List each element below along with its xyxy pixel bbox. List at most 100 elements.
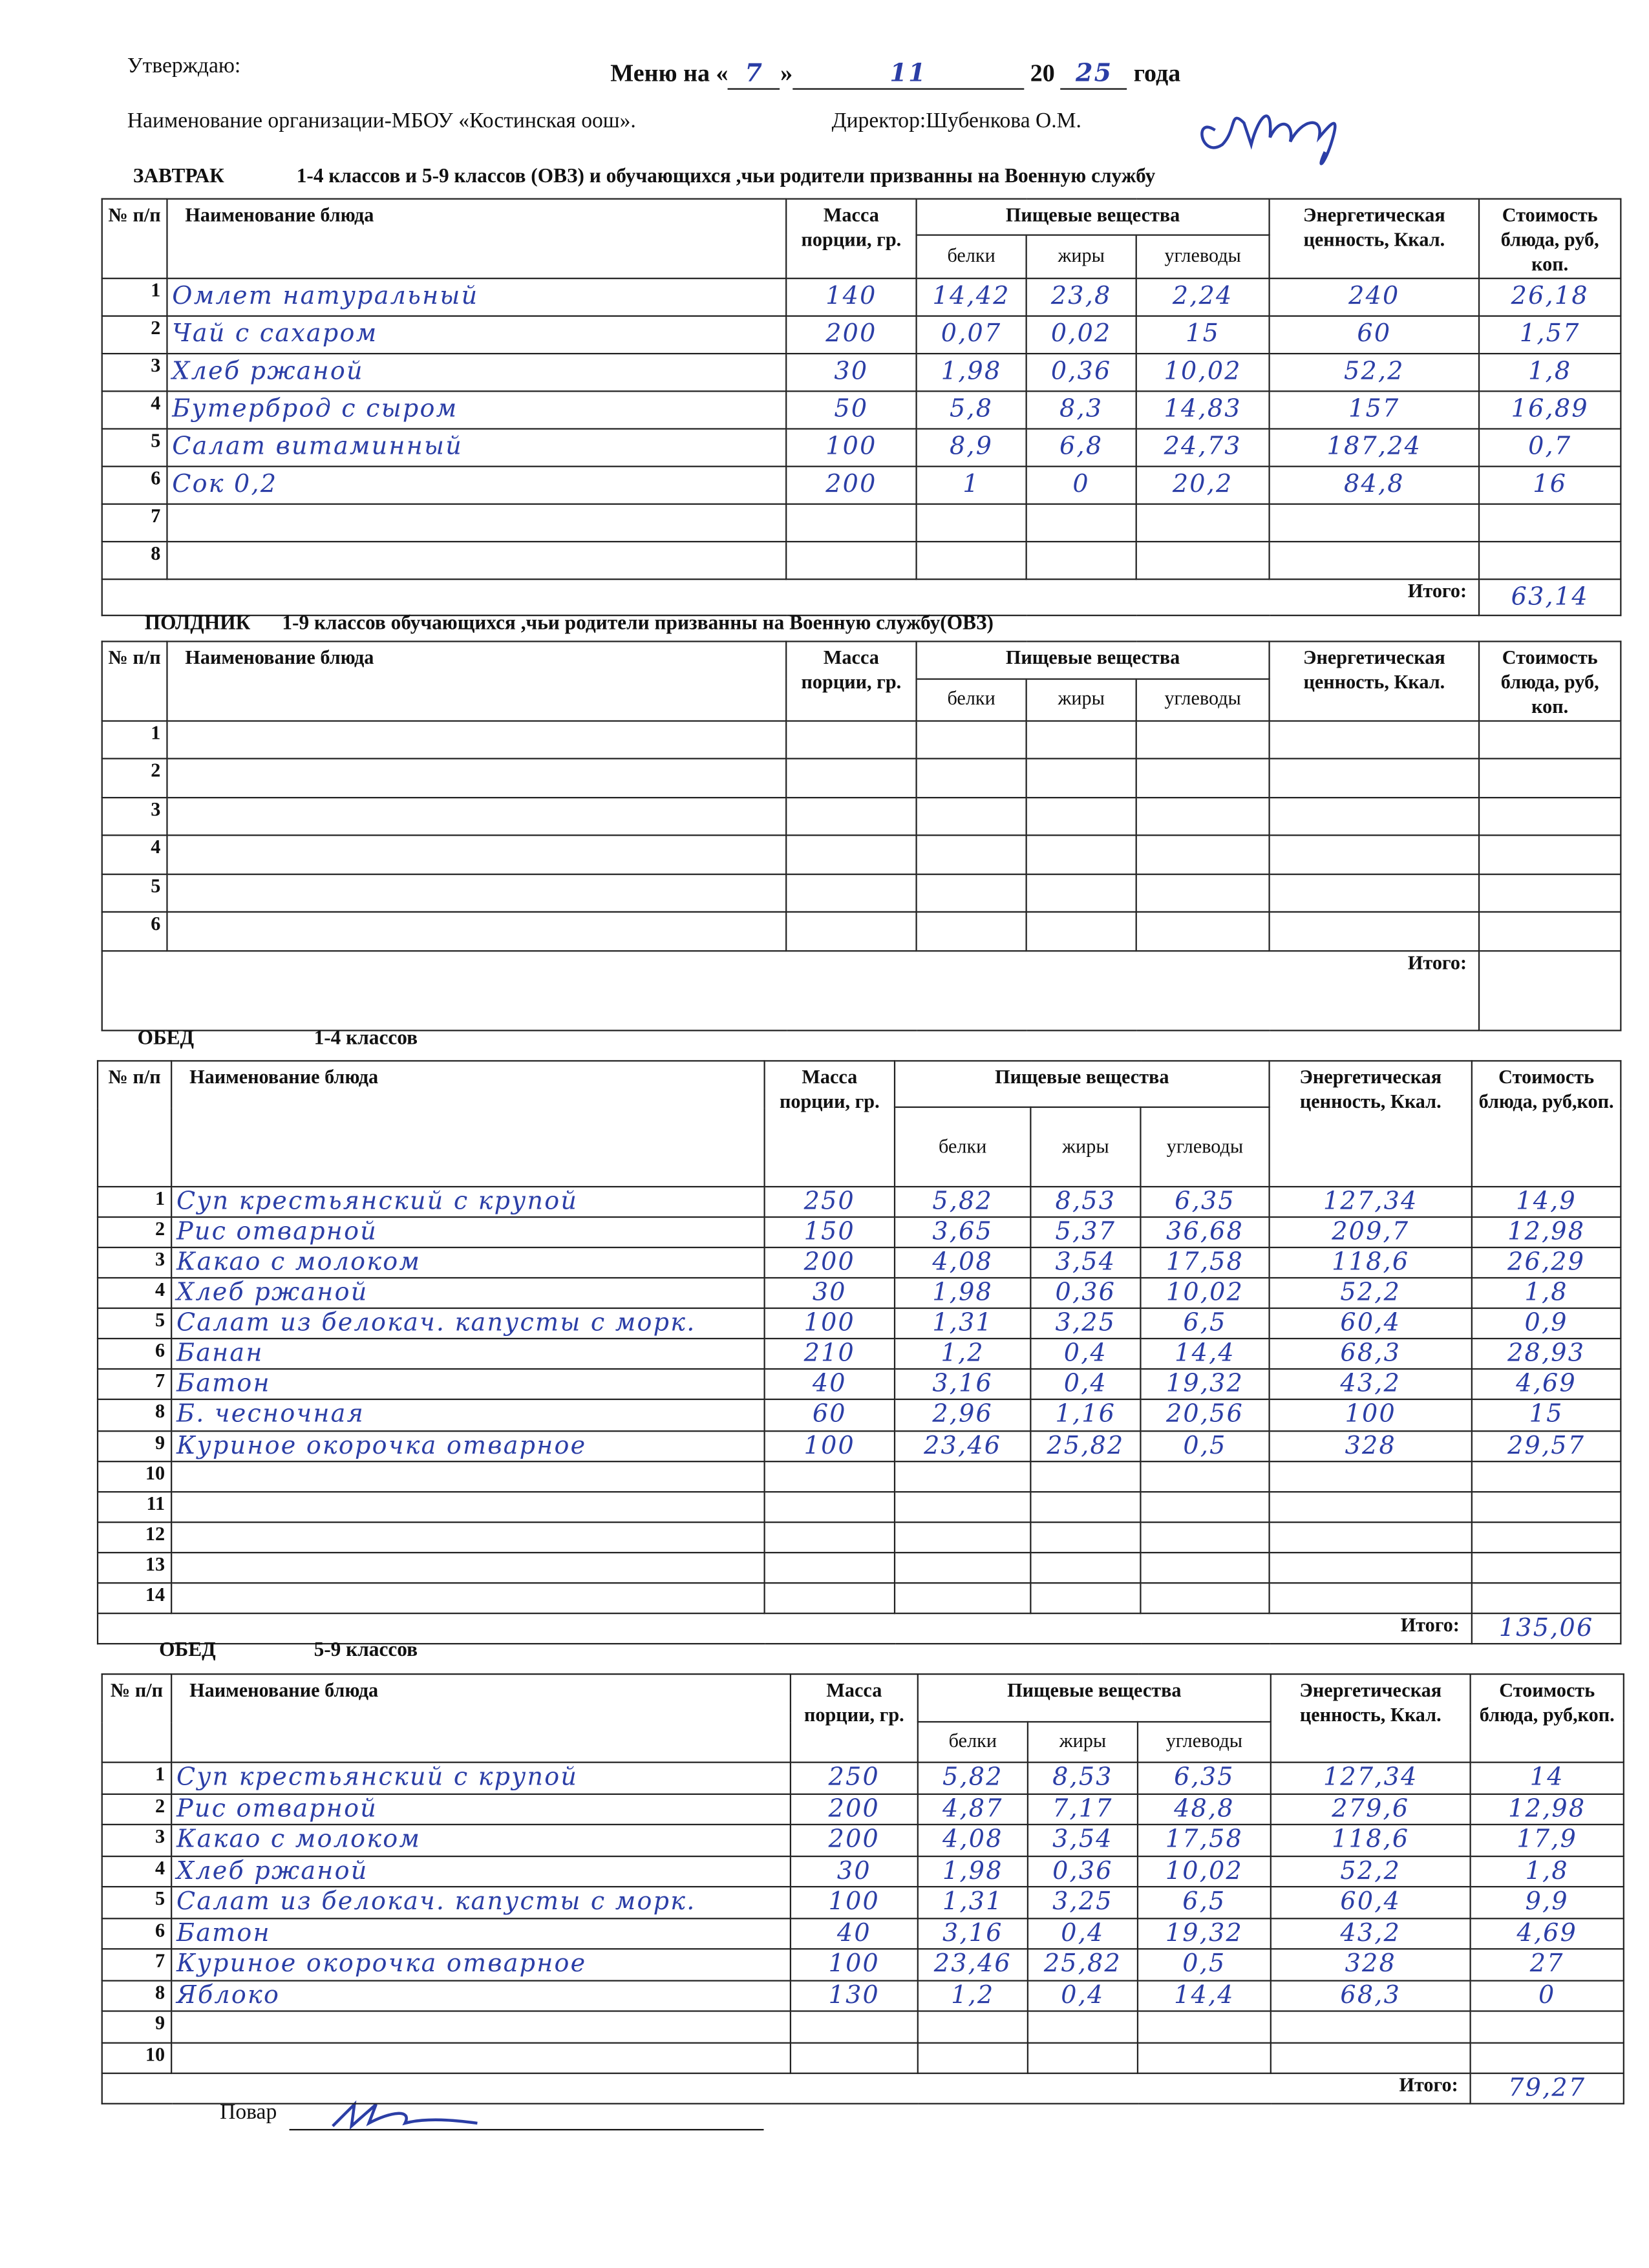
- cell: [1135, 796, 1270, 836]
- dish-value: 200: [825, 470, 877, 500]
- cell: [1268, 1551, 1473, 1584]
- menu-row: 2 Рис отварной 200 4,87 7,17 48,8 279,6 12,98: [101, 1792, 1624, 1825]
- day: 7: [728, 59, 781, 90]
- cell: 10,02: [1135, 352, 1270, 392]
- dish-name: Суп крестьянский с крупой: [176, 1187, 579, 1216]
- menu-row: 13: [96, 1551, 1622, 1584]
- dish-value: 8,3: [1059, 395, 1103, 424]
- dish-value: 5,82: [932, 1187, 994, 1216]
- cell: [1268, 834, 1480, 874]
- cell: 209,7: [1268, 1216, 1473, 1249]
- cell: 25,82: [1027, 1948, 1139, 1981]
- dish-value: 1,31: [932, 1309, 994, 1339]
- cell: 3,65: [893, 1216, 1032, 1249]
- cell: [1135, 834, 1270, 874]
- dish-value: 7,17: [1052, 1794, 1113, 1824]
- menu-row: 2 Рис отварной 150 3,65 5,37 36,68 209,7 12,98: [96, 1216, 1622, 1249]
- cell: [1030, 1551, 1142, 1584]
- cell: 1,2: [893, 1338, 1032, 1370]
- cell: 3,54: [1030, 1247, 1142, 1279]
- cell: 118,6: [1270, 1823, 1471, 1857]
- dish-value: 157: [1348, 395, 1400, 424]
- row-number: 2: [101, 314, 168, 354]
- dish-value: 15: [1529, 1401, 1564, 1430]
- cell: Какао с молоком: [171, 1823, 792, 1857]
- cell: 15: [1471, 1399, 1622, 1432]
- cell: 17,9: [1469, 1823, 1624, 1857]
- dish-value: 1,98: [942, 1856, 1003, 1886]
- dish-value: 279,6: [1332, 1794, 1410, 1824]
- cell: [166, 796, 787, 836]
- cell: 0,4: [1027, 1917, 1139, 1950]
- cell: 3,25: [1027, 1885, 1139, 1919]
- dish-value: 200: [803, 1248, 855, 1278]
- cell: [785, 719, 917, 760]
- row-number: 3: [101, 352, 168, 392]
- cell: 100: [789, 1948, 919, 1981]
- cell: 200: [789, 1823, 919, 1857]
- cell: 60: [763, 1399, 896, 1432]
- dish-value: 52,2: [1340, 1856, 1401, 1886]
- cook-label: Повар: [220, 2101, 277, 2125]
- menu-row: 5: [101, 873, 1622, 913]
- menu-row: 9: [101, 2010, 1624, 2043]
- cell: [1268, 540, 1480, 580]
- dish-value: 68,3: [1340, 1339, 1401, 1369]
- cell: 200: [785, 314, 917, 354]
- dish-name: Какао с молоком: [176, 1248, 421, 1278]
- cell: 0,4: [1030, 1368, 1142, 1401]
- cell: Б. чесночная: [171, 1399, 765, 1432]
- col-nutrients: Пищевые вещества: [915, 641, 1270, 680]
- cell: 127,34: [1268, 1185, 1473, 1218]
- cell: 84,8: [1268, 465, 1480, 505]
- cell: 52,2: [1268, 352, 1480, 392]
- cell: [171, 1582, 765, 1614]
- dish-value: 14,9: [1516, 1187, 1577, 1216]
- cell: 14,9: [1471, 1185, 1622, 1218]
- menu-table: № п/п Наименование блюда Масса порции, гр.…: [96, 1060, 1622, 1644]
- dish-value: 25,82: [1047, 1431, 1125, 1461]
- dish-value: 30: [812, 1278, 847, 1308]
- cell: Батон: [171, 1917, 792, 1950]
- cell: [166, 873, 787, 913]
- dish-name: Батон: [176, 1370, 271, 1399]
- dish-value: 68,3: [1340, 1981, 1401, 2010]
- cell: 60,4: [1270, 1885, 1471, 1919]
- menu-table: № п/п Наименование блюда Масса порции, гр.…: [101, 198, 1622, 616]
- cell: 3,16: [893, 1368, 1032, 1401]
- dish-value: 30: [836, 1856, 871, 1886]
- menu-row: 14: [96, 1582, 1622, 1614]
- cell: [1268, 911, 1480, 951]
- dish-value: 200: [828, 1825, 880, 1855]
- cell: 328: [1268, 1429, 1473, 1462]
- cell: 0,02: [1025, 314, 1137, 354]
- section-subtitle: 5-9 классов: [314, 1640, 418, 1662]
- cell: Суп крестьянский с крупой: [171, 1185, 765, 1218]
- dish-value: 8,53: [1055, 1187, 1116, 1216]
- cell: [789, 2041, 919, 2074]
- col-mass: Масса порции, гр.: [763, 1060, 896, 1188]
- cell: 150: [763, 1216, 896, 1249]
- dish-value: 40: [836, 1918, 871, 1948]
- dish-value: 100: [803, 1431, 855, 1461]
- dish-name: Омлет натуральный: [172, 282, 479, 312]
- year: 25: [1061, 59, 1128, 90]
- cell: [1471, 1490, 1622, 1523]
- menu-row: 1 Омлет натуральный 140 14,42 23,8 2,24 240 26,…: [101, 277, 1622, 317]
- total-cell: [1478, 949, 1622, 1031]
- cell: [1268, 1521, 1473, 1553]
- menu-row: 4 Хлеб ржаной 30 1,98 0,36 10,02 52,2 1,8: [101, 1854, 1624, 1888]
- cell: [785, 911, 917, 951]
- cell: 10,02: [1140, 1277, 1270, 1309]
- row-number: 6: [101, 465, 168, 505]
- dish-value: 200: [828, 1794, 880, 1824]
- cell: 8,9: [915, 427, 1027, 467]
- dish-value: 23,46: [933, 1949, 1012, 1979]
- section-subtitle: 1-4 классов и 5-9 классов (ОВЗ) и обучаю…: [296, 166, 1156, 188]
- cell: [1469, 2010, 1624, 2043]
- cell: 4,69: [1471, 1368, 1622, 1401]
- dish-value: 150: [803, 1218, 855, 1247]
- cell: 100: [1268, 1399, 1473, 1432]
- cell: 14: [1469, 1761, 1624, 1794]
